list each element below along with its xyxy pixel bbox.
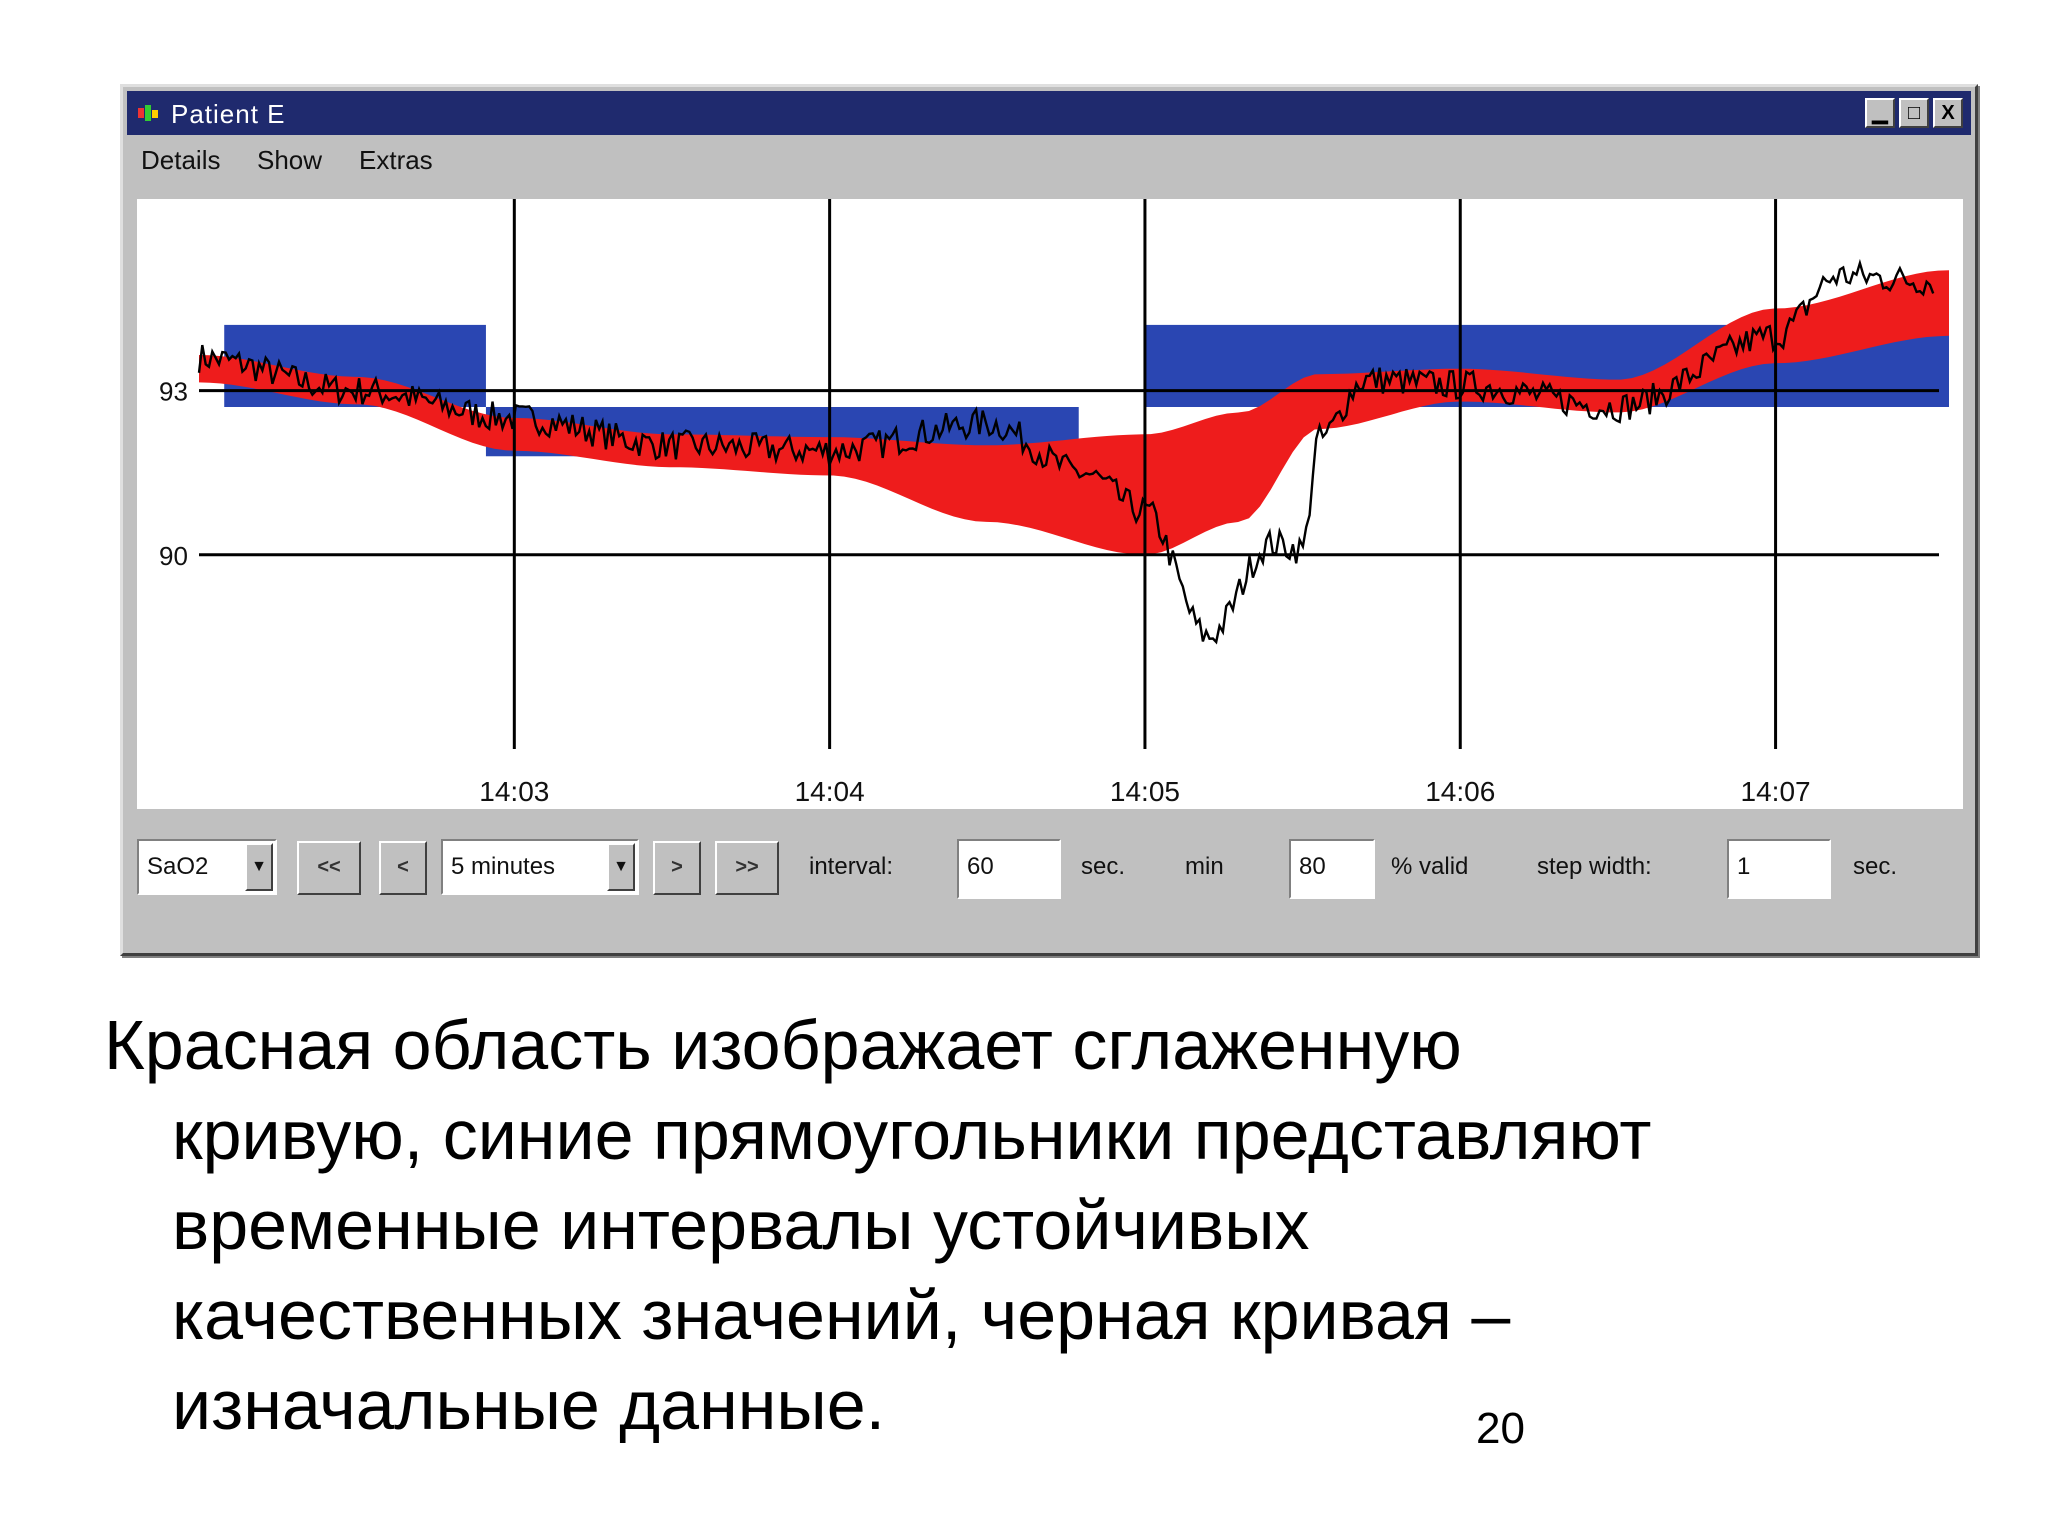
x-tick-label: 14:04 [795,776,865,807]
chart-svg: 93 90 14:03 14:04 14:05 14:06 14:07 [159,199,1949,807]
valid-label: % valid [1391,853,1469,880]
step-width-value: 1 [1737,853,1751,880]
interval-value: 60 [967,853,994,880]
min-label: min [1185,853,1224,880]
interval-unit: sec. [1081,853,1126,880]
step-width-input[interactable]: 1 [1727,839,1831,899]
close-button[interactable]: X [1933,98,1963,128]
min-valid-value: 80 [1299,853,1326,880]
range-select-value: 5 minutes [451,853,556,880]
rewind-button[interactable]: << [297,841,361,895]
x-tick-label: 14:06 [1425,776,1495,807]
raw-data-line [197,258,1935,645]
menu-extras[interactable]: Extras [359,145,433,175]
caption-line: Красная область изображает сглаженную [104,1006,1462,1084]
step-width-unit: sec. [1853,853,1898,880]
menu-details[interactable]: Details [141,145,221,175]
fast-forward-button[interactable]: >> [715,841,779,895]
title-bar[interactable]: Patient E ▁ □ X [127,91,1971,135]
slide-caption: Красная область изображает сглаженную кр… [104,1000,1964,1450]
menu-bar: Details Show Extras [127,137,1971,181]
page-number: 20 [1476,1404,1525,1453]
window-title: Patient E [171,99,286,129]
y-tick-label: 93 [159,377,188,407]
caption-line: качественных значений, черная кривая – [172,1276,1511,1354]
x-tick-label: 14:03 [479,776,549,807]
signal-select[interactable]: SaO2 ▼ [137,839,277,895]
min-valid-input[interactable]: 80 [1289,839,1375,899]
y-tick-label: 90 [159,541,188,571]
interval-input[interactable]: 60 [957,839,1061,899]
forward-button[interactable]: > [653,841,701,895]
minimize-button[interactable]: ▁ [1865,98,1895,128]
dropdown-arrow-icon[interactable]: ▼ [607,843,635,891]
control-panel: SaO2 ▼ << < 5 minutes ▼ > >> interval: 6… [137,839,1963,929]
maximize-button[interactable]: □ [1899,98,1929,128]
x-tick-label: 14:05 [1110,776,1180,807]
menu-show[interactable]: Show [257,145,323,175]
step-width-label: step width: [1537,853,1652,880]
app-icon [138,105,158,121]
smoothed-curve-band [199,270,1949,555]
signal-select-value: SaO2 [147,853,209,880]
x-tick-label: 14:07 [1741,776,1811,807]
caption-line: временные интервалы устойчивых [172,1186,1310,1264]
caption-line: изначальные данные. [172,1366,886,1444]
trend-chart: 93 90 14:03 14:04 14:05 14:06 14:07 [137,199,1963,809]
caption-line: кривую, синие прямоугольники представляю… [172,1096,1652,1174]
range-select[interactable]: 5 minutes ▼ [441,839,639,895]
interval-label: interval: [809,853,894,880]
dropdown-arrow-icon[interactable]: ▼ [245,843,273,891]
back-button[interactable]: < [379,841,427,895]
patient-window: Patient E ▁ □ X Details Show Extras 93 90… [120,84,1978,956]
